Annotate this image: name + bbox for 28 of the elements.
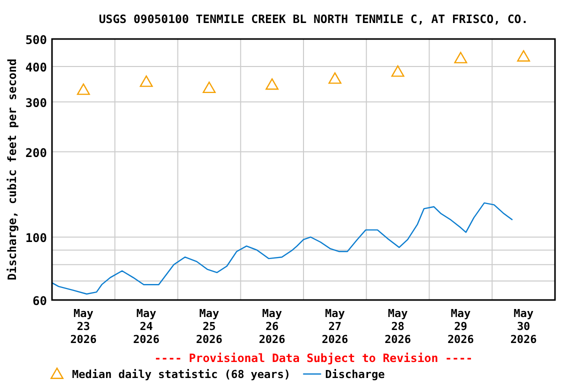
chart-title: USGS 09050100 TENMILE CREEK BL NORTH TENMILE C, AT FRISCO, CO. — [98, 12, 528, 26]
y-tick-label: 300 — [25, 96, 47, 110]
point — [140, 76, 153, 87]
x-tick-label: May 27 2026 — [322, 307, 349, 346]
y-tick-label: 400 — [25, 60, 47, 74]
point — [454, 52, 468, 64]
y-tick-label: 200 — [25, 146, 47, 160]
line-series — [51, 202, 514, 295]
x-tick-label: May 23 2026 — [70, 307, 98, 346]
text: ---- Provisional Data Subject to Revision ---- — [154, 351, 473, 365]
point — [391, 65, 404, 77]
legend-label: Discharge — [325, 368, 386, 381]
point — [266, 78, 279, 90]
point — [202, 82, 216, 94]
y-tick-label: 60 — [32, 294, 47, 308]
point — [517, 50, 530, 62]
x-tick-label: May 30 2026 — [510, 307, 538, 346]
x-tick-label: May 24 2026 — [133, 307, 160, 346]
point — [328, 72, 342, 84]
legend-label: Median daily statistic (68 years) — [72, 368, 291, 381]
x-tick-label: May 28 2026 — [384, 307, 412, 346]
y-axis-title: Discharge, cubic feet per second — [5, 58, 19, 280]
x-tick-label: May 25 2026 — [196, 307, 223, 346]
point — [76, 84, 90, 95]
x-tick-label: May 26 2026 — [258, 307, 286, 346]
x-tick-label: May 29 2026 — [447, 307, 474, 346]
y-tick-label: 100 — [25, 231, 47, 246]
y-tick-label: 500 — [25, 33, 47, 47]
